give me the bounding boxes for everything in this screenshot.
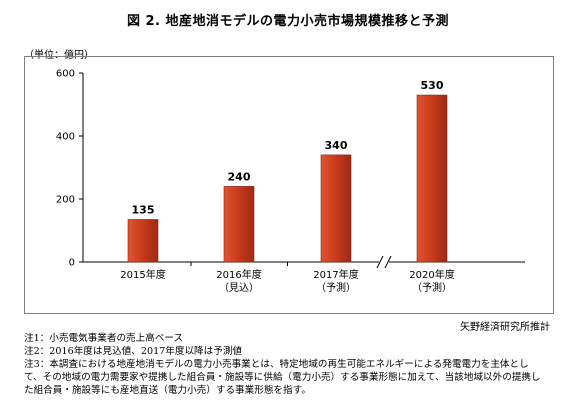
x-tick-label: 2015年度 xyxy=(120,268,165,281)
data-label: 240 xyxy=(228,170,251,183)
unit-label: （単位：億円） xyxy=(24,50,94,61)
footnote-3-cont-2: た組合員・施設等にも産地直送（電力小売）する事業形態を指す。 xyxy=(24,385,311,396)
axis-break-mark xyxy=(384,255,392,269)
x-tick-label: （予測） xyxy=(316,281,356,294)
bar xyxy=(223,186,255,263)
x-tick-label: 2020年度 xyxy=(409,268,454,281)
footnote-3: 注3：本調査における地産地消モデルの電力小売事業とは、特定地域の再生可能エネルギ… xyxy=(24,359,529,370)
x-tick-label: （予測） xyxy=(412,281,452,294)
bar xyxy=(320,154,352,263)
source-credit: 矢野経済研究所推計 xyxy=(460,322,550,333)
y-tick-label: 200 xyxy=(56,195,75,206)
chart-frame: 0 200 400 600 135 2015年度 240 2016年度 （見込） 340 2017… xyxy=(24,56,554,314)
data-label: 135 xyxy=(132,203,155,216)
data-label: 530 xyxy=(421,79,444,92)
bar xyxy=(416,94,448,263)
data-label: 340 xyxy=(325,139,348,152)
y-tick-label: 0 xyxy=(69,258,75,269)
bar xyxy=(127,219,159,263)
footnotes: 注1：小売電気事業者の売上高ベース 注2：2016年度は見込値、2017年度以降… xyxy=(24,332,564,397)
chart-title: 図 2. 地産地消モデルの電力小売市場規模推移と予測 xyxy=(126,14,450,29)
x-tick-label: 2017年度 xyxy=(313,268,358,281)
footnote-3-cont-1: て、その地域の電力需要家や提携した組合員・施設等に供給（電力小売）する事業形態に… xyxy=(24,372,541,383)
footnote-1: 注1：小売電気事業者の売上高ベース xyxy=(24,333,184,344)
footnote-2: 注2：2016年度は見込値、2017年度以降は予測値 xyxy=(24,346,243,357)
y-tick-label: 600 xyxy=(56,69,75,80)
bar-chart: 0 200 400 600 135 2015年度 240 2016年度（見込） 340 2017… xyxy=(56,69,525,294)
y-tick-label: 400 xyxy=(56,132,75,143)
x-tick-label: 2016年度 xyxy=(216,268,261,281)
x-tick-label: （見込） xyxy=(219,282,259,294)
axis-break-mark xyxy=(376,255,384,269)
